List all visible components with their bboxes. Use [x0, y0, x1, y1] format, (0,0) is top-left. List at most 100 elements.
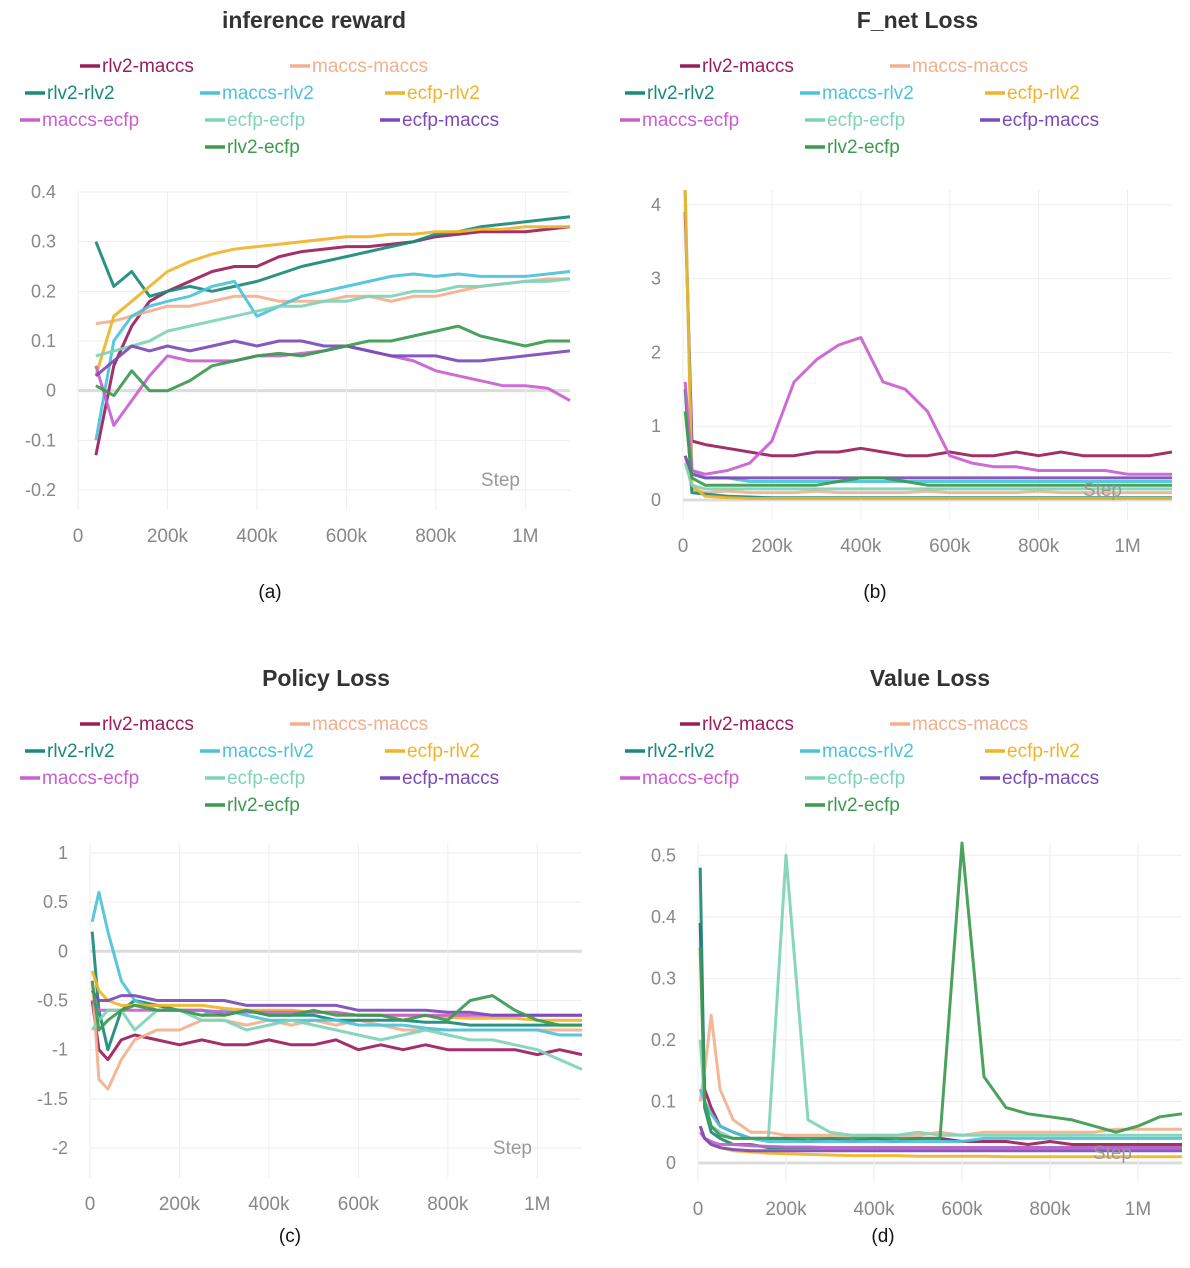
x-axis-step-label: Step	[1083, 480, 1122, 501]
chart-panel-1: inference reward rlv2-maccs maccs-maccs rlv…	[20, 7, 571, 603]
series-line-maccs-rlv2	[683, 189, 1172, 483]
legend-label: rlv2-maccs	[102, 56, 194, 77]
y-tick-label: 0.2	[31, 281, 56, 301]
y-tick-label: 0.3	[651, 968, 676, 988]
legend-item-maccs-maccs: maccs-maccs	[290, 56, 428, 77]
y-tick-label: -2	[52, 1138, 68, 1158]
y-tick-label: -0.2	[25, 480, 56, 500]
x-tick-label: 800k	[1029, 1199, 1071, 1220]
legend-item-rlv2-ecfp: rlv2-ecfp	[805, 137, 900, 158]
y-tick-label: 0	[666, 1153, 676, 1173]
legend-label: ecfp-ecfp	[827, 110, 905, 131]
x-axis-step-label: Step	[1093, 1143, 1132, 1164]
legend-item-ecfp-ecfp: ecfp-ecfp	[205, 110, 305, 131]
legend-item-rlv2-maccs: rlv2-maccs	[80, 714, 194, 735]
y-tick-label: 0.3	[31, 232, 56, 252]
legend-label: maccs-ecfp	[42, 110, 139, 131]
series-line-rlv2-maccs	[94, 225, 571, 456]
y-tick-label: -0.5	[37, 991, 68, 1011]
series-line-maccs-maccs	[90, 980, 582, 1091]
legend-label: rlv2-ecfp	[827, 137, 900, 158]
y-tick-label: 0.5	[43, 892, 68, 912]
legend-item-maccs-ecfp: maccs-ecfp	[620, 768, 739, 789]
legend-label: maccs-rlv2	[822, 83, 914, 104]
legend-label: rlv2-rlv2	[47, 83, 115, 104]
series-line-rlv2-rlv2	[94, 215, 571, 298]
series-line-maccs-ecfp	[683, 336, 1172, 476]
legend-label: ecfp-ecfp	[227, 110, 305, 131]
legend-item-ecfp-ecfp: ecfp-ecfp	[205, 768, 305, 789]
legend-item-maccs-rlv2: maccs-rlv2	[800, 83, 914, 104]
y-tick-label: 0	[651, 490, 661, 510]
legend-label: ecfp-rlv2	[407, 83, 480, 104]
x-tick-label: 0	[73, 526, 84, 547]
legend-label: rlv2-maccs	[702, 714, 794, 735]
series-line-maccs-maccs	[698, 1013, 1182, 1137]
x-tick-label: 800k	[415, 526, 457, 547]
legend-item-ecfp-maccs: ecfp-maccs	[380, 110, 499, 131]
chart-title: Value Loss	[870, 665, 990, 691]
legend-label: maccs-maccs	[912, 714, 1028, 735]
legend-label: ecfp-ecfp	[827, 768, 905, 789]
legend-label: rlv2-ecfp	[227, 137, 300, 158]
y-tick-label: 2	[651, 342, 661, 362]
legend-item-rlv2-rlv2: rlv2-rlv2	[625, 83, 715, 104]
legend-item-rlv2-rlv2: rlv2-rlv2	[25, 83, 115, 104]
series-line-ecfp-ecfp	[683, 462, 1172, 491]
y-tick-label: 0.2	[651, 1030, 676, 1050]
chart-title: Policy Loss	[262, 665, 390, 691]
x-tick-label: 1M	[1125, 1199, 1151, 1220]
x-tick-label: 800k	[1018, 536, 1060, 557]
legend-label: rlv2-ecfp	[827, 795, 900, 816]
legend-item-maccs-ecfp: maccs-ecfp	[20, 110, 139, 131]
legend-item-rlv2-ecfp: rlv2-ecfp	[205, 795, 300, 816]
legend-item-rlv2-maccs: rlv2-maccs	[680, 56, 794, 77]
series-line-maccs-ecfp	[698, 1131, 1182, 1150]
series-line-rlv2-rlv2	[90, 931, 582, 1052]
y-tick-label: 4	[651, 195, 661, 215]
series-line-maccs-rlv2	[698, 1088, 1182, 1143]
series-line-maccs-rlv2	[94, 270, 571, 441]
panel-caption: (a)	[258, 582, 281, 603]
legend-item-ecfp-maccs: ecfp-maccs	[980, 110, 1099, 131]
legend-label: ecfp-rlv2	[1007, 83, 1080, 104]
y-tick-label: 3	[651, 269, 661, 289]
legend-item-maccs-rlv2: maccs-rlv2	[800, 741, 914, 762]
y-tick-label: 0.4	[651, 907, 676, 927]
legend-item-rlv2-ecfp: rlv2-ecfp	[805, 795, 900, 816]
x-tick-label: 1M	[512, 526, 538, 547]
legend-label: ecfp-maccs	[402, 110, 499, 131]
legend-label: maccs-ecfp	[42, 768, 139, 789]
series-line-ecfp-ecfp	[698, 853, 1182, 1140]
x-tick-label: 200k	[751, 536, 793, 557]
y-tick-label: -0.1	[25, 430, 56, 450]
legend-label: rlv2-rlv2	[647, 83, 715, 104]
x-tick-label: 400k	[840, 536, 882, 557]
chart-title: inference reward	[222, 7, 406, 33]
x-tick-label: 1M	[524, 1194, 550, 1215]
y-tick-label: 0.4	[31, 182, 56, 202]
series-line-ecfp-maccs	[698, 1125, 1182, 1153]
legend-label: maccs-ecfp	[642, 768, 739, 789]
y-tick-label: 1	[58, 843, 68, 863]
y-tick-label: -1.5	[37, 1089, 68, 1109]
legend-label: rlv2-maccs	[702, 56, 794, 77]
series-line-rlv2-ecfp	[90, 980, 582, 1032]
series-line-rlv2-ecfp	[683, 411, 1172, 487]
series-line-rlv2-maccs	[90, 1000, 583, 1062]
y-tick-label: 0.1	[31, 331, 56, 351]
y-tick-label: -1	[52, 1040, 68, 1060]
legend-item-rlv2-maccs: rlv2-maccs	[80, 56, 194, 77]
series-line-ecfp-ecfp	[90, 1008, 583, 1071]
legend-label: rlv2-ecfp	[227, 795, 300, 816]
x-tick-label: 200k	[147, 526, 189, 547]
legend-item-ecfp-maccs: ecfp-maccs	[380, 768, 499, 789]
x-tick-label: 200k	[765, 1199, 807, 1220]
panel-caption: (d)	[871, 1226, 894, 1247]
y-tick-label: 0.1	[651, 1091, 676, 1111]
legend-label: rlv2-rlv2	[647, 741, 715, 762]
legend-item-ecfp-maccs: ecfp-maccs	[980, 768, 1099, 789]
x-tick-label: 600k	[929, 536, 971, 557]
chart-panel-2: F_net Loss rlv2-maccs maccs-maccs rlv2-rlv2…	[620, 7, 1173, 603]
